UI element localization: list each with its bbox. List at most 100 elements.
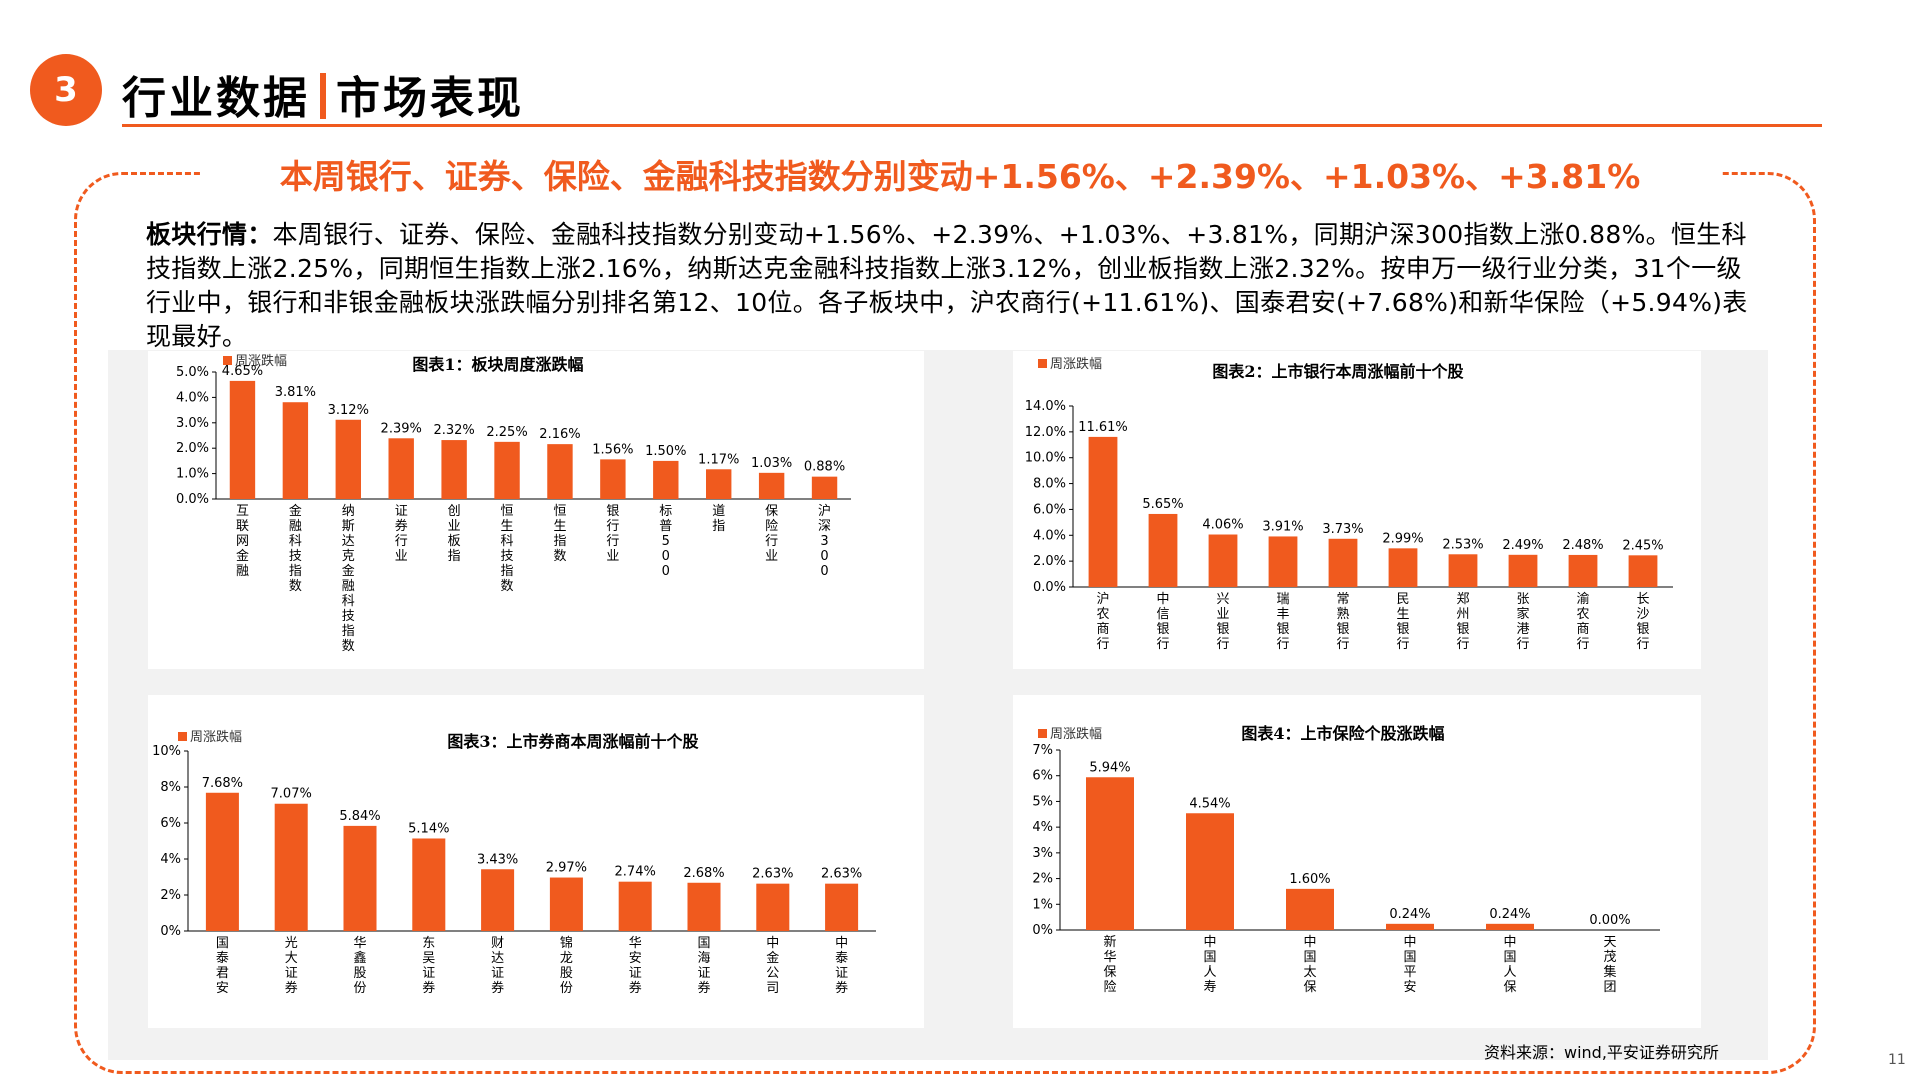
bar <box>811 476 838 499</box>
section-number: 3 <box>54 70 78 110</box>
category-label: 兴业银行 <box>1216 592 1229 652</box>
category-label: 金融科技指数 <box>289 503 302 594</box>
data-label: 1.60% <box>1289 872 1330 887</box>
y-tick-label: 0.0% <box>176 492 209 507</box>
category-label: 张家港行 <box>1516 592 1529 652</box>
data-label: 2.99% <box>1382 531 1423 546</box>
bar <box>600 459 626 499</box>
y-tick-label: 8% <box>160 780 181 795</box>
bar <box>756 883 790 931</box>
data-label: 1.50% <box>645 444 686 459</box>
bar <box>1328 538 1358 587</box>
category-label: 新华保险 <box>1103 934 1116 995</box>
page-title: 行业数据 市场表现 <box>122 62 524 126</box>
category-label: 常熟银行 <box>1336 592 1349 652</box>
category-label: 标普 5 0 0 <box>659 504 672 579</box>
legend-swatch <box>223 356 232 365</box>
data-label: 1.56% <box>592 442 633 457</box>
data-label: 3.81% <box>275 385 316 400</box>
chart-broker-top10: 图表3：上市券商本周涨幅前十个股 周涨跌幅 0% 2% 4% 6% 8% 10% 7.68% 国泰… <box>148 695 924 1028</box>
data-label: 2.45% <box>1622 538 1663 553</box>
data-label: 4.65% <box>222 364 263 379</box>
bar <box>1208 534 1238 587</box>
category-label: 创业板指 <box>448 504 461 564</box>
bar <box>549 877 583 931</box>
chart-title: 图表1：板块周度涨跌幅 <box>412 355 583 374</box>
bar <box>1268 536 1298 587</box>
bar <box>229 380 256 499</box>
y-tick-label: 5% <box>1032 794 1053 809</box>
y-tick-label: 3.0% <box>176 416 209 431</box>
bar <box>1148 513 1178 587</box>
category-label: 中金公司 <box>766 936 779 996</box>
data-label: 5.94% <box>1089 760 1130 775</box>
category-label: 中信银行 <box>1156 592 1169 652</box>
bar <box>1628 555 1658 587</box>
summary-body: 本周银行、证券、保险、金融科技指数分别变动+1.56%、+2.39%、+1.03… <box>146 220 1748 351</box>
data-label: 0.24% <box>1389 907 1430 922</box>
y-tick-label: 1% <box>1032 897 1053 912</box>
data-label: 2.74% <box>615 865 656 880</box>
data-label: 11.61% <box>1078 420 1128 435</box>
category-label: 华鑫股份 <box>353 936 366 996</box>
chart-bank-top10: 图表2：上市银行本周涨幅前十个股 周涨跌幅 0.0% 2.0% 4.0% 6.0% 8.0%… <box>1013 351 1701 669</box>
data-label: 0.88% <box>804 460 845 475</box>
data-label: 5.84% <box>339 809 380 824</box>
chart-insurance: 图表4：上市保险个股涨跌幅 周涨跌幅 0% 1% 2% 3% 4% 5% 6% 7% 5.94% 新华… <box>1013 695 1701 1028</box>
category-label: 纳斯达克金融科技指数 <box>342 504 355 654</box>
bar <box>1286 888 1334 930</box>
chart-title: 图表2：上市银行本周涨幅前十个股 <box>1212 362 1464 381</box>
bar <box>335 419 361 499</box>
category-label: 恒生科技指数 <box>501 504 514 594</box>
chart-title: 图表3：上市券商本周涨幅前十个股 <box>447 732 699 751</box>
source-note: 资料来源：wind,平安证券研究所 <box>1484 1043 1719 1062</box>
y-tick-label: 4% <box>160 852 181 867</box>
title-left: 行业数据 <box>122 73 310 124</box>
y-tick-label: 4.0% <box>176 390 209 405</box>
data-label: 2.49% <box>1502 538 1543 553</box>
bar <box>441 440 467 499</box>
y-tick-label: 14.0% <box>1025 399 1066 414</box>
y-tick-label: 6.0% <box>1033 502 1066 517</box>
y-tick-label: 6% <box>1032 769 1053 784</box>
data-label: 2.39% <box>381 421 422 436</box>
summary-label: 板块行情： <box>146 220 273 249</box>
category-label: 国泰君安 <box>216 936 229 996</box>
chart-3-svg: 图表3：上市券商本周涨幅前十个股 周涨跌幅 0% 2% 4% 6% 8% 10% 7.68% 国泰… <box>152 729 876 996</box>
chart-title: 图表4：上市保险个股涨跌幅 <box>1241 724 1444 743</box>
category-label: 锦龙股份 <box>560 936 573 996</box>
bar <box>388 438 414 499</box>
category-label: 长沙银行 <box>1636 592 1649 652</box>
data-label: 1.17% <box>698 452 739 467</box>
data-label: 3.12% <box>328 403 369 418</box>
category-label: 中泰证券 <box>835 936 848 996</box>
legend-swatch <box>1038 729 1047 738</box>
chart-2-svg: 图表2：上市银行本周涨幅前十个股 周涨跌幅 0.0% 2.0% 4.0% 6.0% 8.0%… <box>1025 356 1673 652</box>
data-label: 2.63% <box>752 867 793 882</box>
bar <box>1448 554 1478 587</box>
bar <box>1388 548 1418 587</box>
category-label: 证券行业 <box>395 504 408 564</box>
bar <box>494 441 520 499</box>
category-label: 中国人保 <box>1503 935 1516 995</box>
category-label: 保险行业 <box>765 504 778 564</box>
y-tick-label: 0% <box>1032 923 1053 938</box>
data-label: 2.97% <box>546 861 587 876</box>
bar <box>481 869 515 931</box>
bar <box>618 881 652 931</box>
data-label: 5.65% <box>1142 497 1183 512</box>
y-tick-label: 2% <box>1032 872 1053 887</box>
legend-label: 周涨跌幅 <box>235 353 287 369</box>
data-label: 2.63% <box>821 867 862 882</box>
legend-swatch <box>178 732 187 741</box>
data-label: 3.91% <box>1262 519 1303 534</box>
y-tick-label: 2.0% <box>176 441 209 456</box>
category-label: 郑州银行 <box>1456 592 1469 652</box>
bar <box>1086 777 1134 930</box>
bar <box>758 472 785 499</box>
y-tick-label: 5.0% <box>176 365 209 380</box>
chart-1-svg: 图表1：板块周度涨跌幅 周涨跌幅 0.0% 1.0% 2.0% 3.0% 4.0% 5.0% 4… <box>176 353 851 654</box>
bar <box>706 469 732 499</box>
legend-label: 周涨跌幅 <box>190 729 242 745</box>
y-tick-label: 10% <box>152 744 181 759</box>
